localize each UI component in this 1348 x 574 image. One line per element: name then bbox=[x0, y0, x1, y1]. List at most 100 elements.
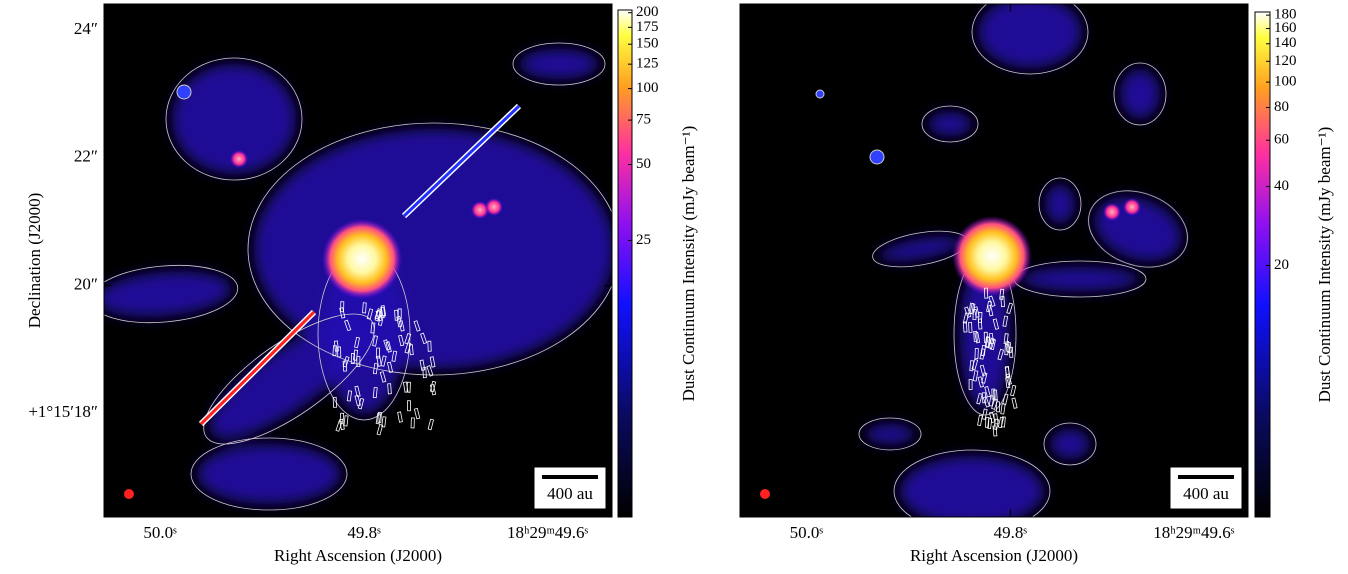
polarization-vector bbox=[420, 332, 428, 345]
polarization-vector bbox=[968, 321, 973, 333]
polarization-vector bbox=[992, 318, 1000, 330]
polarization-vector bbox=[375, 413, 382, 425]
polarization-vector bbox=[426, 365, 434, 377]
polarization-vector bbox=[1000, 403, 1006, 415]
contour bbox=[1043, 422, 1097, 466]
colorbar bbox=[1254, 11, 1271, 518]
x-tick-label: 49.8ˢ bbox=[994, 523, 1028, 542]
emission-region bbox=[865, 424, 915, 444]
polarization-vector bbox=[962, 321, 968, 333]
contour bbox=[104, 264, 239, 324]
polarization-vector bbox=[429, 383, 437, 396]
colorbar-tick-label: 120 bbox=[1274, 53, 1297, 69]
colorbar-tick-label: 125 bbox=[636, 56, 659, 72]
polarization-vector bbox=[379, 371, 387, 383]
polarization-vector bbox=[427, 418, 435, 431]
colorbar bbox=[617, 9, 633, 518]
polarization-vector bbox=[376, 355, 382, 367]
polarization-vector bbox=[962, 312, 970, 324]
colorbar-tick-label: 60 bbox=[1274, 132, 1289, 148]
polarization-vector bbox=[981, 392, 987, 404]
y-tick-label: 24″ bbox=[74, 19, 98, 38]
emission-region bbox=[172, 64, 296, 174]
polarization-vector bbox=[977, 414, 983, 427]
polarization-vector bbox=[979, 364, 987, 377]
hot-spot bbox=[1123, 198, 1141, 216]
polarization-vector bbox=[370, 322, 376, 334]
colorbar-label: Dust Continuum Intensity (mJy beam⁻¹) bbox=[679, 126, 698, 402]
polarization-vector bbox=[339, 418, 345, 431]
polarization-vector bbox=[993, 413, 999, 425]
polarization-vector bbox=[413, 320, 421, 332]
contour bbox=[165, 57, 303, 181]
contour bbox=[512, 42, 606, 86]
colorbar-label: Dust Continuum Intensity (mJy beam⁻¹) bbox=[1315, 127, 1334, 403]
colorbar-tick-label: 75 bbox=[636, 112, 651, 128]
polarization-vector bbox=[356, 356, 361, 368]
polarization-vector bbox=[982, 396, 990, 408]
polarization-vector bbox=[372, 363, 379, 375]
x-tick-label: 18ʰ29ᵐ49.6ˢ bbox=[1153, 523, 1235, 542]
image bbox=[815, 4, 1188, 517]
emission-region bbox=[1050, 429, 1090, 459]
polarization-vector bbox=[374, 309, 382, 322]
emission-region bbox=[878, 236, 962, 262]
colorbar-tick-label: 200 bbox=[636, 4, 659, 20]
x-tick-label: 50.0ˢ bbox=[790, 523, 824, 542]
emission-region bbox=[1045, 184, 1075, 224]
colorbar-tick-label: 150 bbox=[636, 36, 659, 52]
emission-region bbox=[928, 112, 972, 136]
polarization-vector bbox=[404, 342, 412, 354]
polarization-vector bbox=[332, 345, 337, 357]
hot-spot bbox=[230, 150, 248, 168]
outflow-arrow bbox=[402, 104, 521, 218]
colorbar-tick-label: 80 bbox=[1274, 99, 1289, 115]
polarization-vector bbox=[987, 417, 993, 429]
y-tick-label: 20″ bbox=[74, 274, 98, 293]
beam bbox=[124, 489, 134, 499]
polarization-vector bbox=[337, 346, 342, 358]
polarization-vector bbox=[342, 360, 348, 372]
contour bbox=[858, 417, 922, 451]
polarization-vector bbox=[374, 308, 382, 320]
polarization-vector bbox=[398, 334, 405, 347]
polarization-vector bbox=[335, 420, 343, 432]
beam bbox=[760, 489, 770, 499]
polarization-vector bbox=[343, 415, 349, 427]
polarization-vector bbox=[381, 416, 387, 428]
polarization-vector bbox=[1006, 302, 1014, 315]
contour bbox=[1038, 177, 1082, 231]
polarization-vector bbox=[1004, 366, 1011, 378]
polarization-vector bbox=[988, 332, 995, 345]
polarization-vector bbox=[997, 348, 1004, 361]
polarization-vector bbox=[978, 311, 983, 323]
polarization-vector bbox=[977, 318, 983, 330]
polarization-vector bbox=[988, 395, 995, 407]
polarization-vector bbox=[1004, 344, 1009, 356]
contour bbox=[190, 437, 348, 511]
contour bbox=[921, 105, 979, 143]
axes-frame bbox=[739, 3, 1249, 518]
polarization-vector bbox=[993, 418, 999, 430]
polarization-vector bbox=[380, 305, 387, 317]
core bbox=[952, 216, 1032, 296]
polarization-vector bbox=[981, 408, 988, 420]
polarization-vector bbox=[991, 388, 996, 400]
emission bbox=[865, 4, 1182, 517]
x-axis-label: Right Ascension (J2000) bbox=[910, 546, 1078, 565]
polarization-vector bbox=[397, 308, 402, 320]
polarization-vector bbox=[407, 400, 411, 412]
polarization-vector bbox=[333, 340, 339, 352]
polarization-vector bbox=[422, 367, 427, 379]
polarization-vector bbox=[352, 349, 359, 361]
polarization-vector bbox=[402, 381, 409, 393]
polarization-vector bbox=[350, 353, 356, 364]
polarization-vector bbox=[413, 407, 421, 420]
contour bbox=[1088, 190, 1188, 268]
hot-spot bbox=[485, 198, 503, 216]
x-axis-label: Right Ascension (J2000) bbox=[274, 546, 442, 565]
polarization-vector bbox=[984, 336, 990, 348]
polarization-vector bbox=[383, 339, 391, 351]
contour bbox=[1113, 62, 1167, 126]
scale-bar-label: 400 au bbox=[547, 484, 593, 503]
